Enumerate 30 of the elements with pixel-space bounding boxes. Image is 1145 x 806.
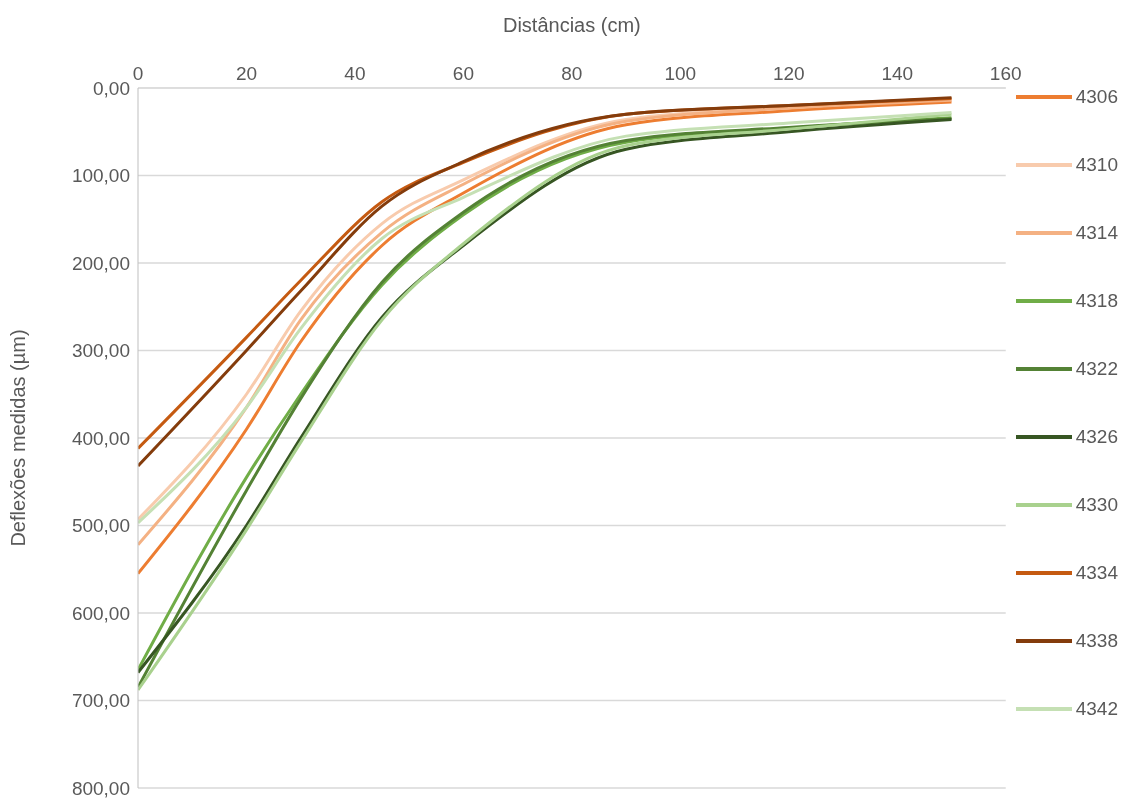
x-tick-label: 120 [772, 63, 805, 84]
legend-label: 4310 [1075, 154, 1118, 176]
legend-label: 4314 [1075, 222, 1118, 244]
legend-label: 4330 [1075, 494, 1118, 516]
y-tick-label: 100,00 [71, 165, 130, 187]
legend-label: 4322 [1075, 358, 1118, 380]
y-tick-label: 500,00 [71, 515, 130, 537]
y-tick-label: 300,00 [71, 340, 130, 362]
x-tick-label: 160 [989, 63, 1022, 84]
x-tick-label: 60 [452, 63, 474, 84]
x-tick-label: 80 [561, 63, 583, 84]
x-tick-label: 40 [344, 63, 366, 84]
x-axis-title: Distâncias (cm) [502, 14, 641, 37]
legend-label: 4326 [1075, 426, 1118, 448]
y-tick-label: 400,00 [71, 427, 130, 449]
y-tick-label: 600,00 [71, 602, 130, 624]
x-tick-label: 140 [881, 63, 914, 84]
legend-label: 4306 [1075, 86, 1118, 108]
x-tick-label: 20 [235, 63, 258, 84]
x-tick-label: 100 [664, 63, 697, 84]
legend-label: 4342 [1075, 698, 1118, 720]
y-tick-label: 800,00 [71, 777, 130, 799]
y-tick-label: 0,00 [93, 77, 130, 99]
y-tick-label: 700,00 [71, 690, 130, 712]
legend-label: 4338 [1075, 630, 1118, 652]
y-tick-label: 200,00 [71, 252, 130, 274]
legend-label: 4318 [1075, 290, 1118, 312]
y-axis-title: Deflexões medidas (µm) [7, 329, 30, 547]
x-tick-label: 0 [132, 63, 144, 84]
legend-label: 4334 [1075, 562, 1118, 584]
